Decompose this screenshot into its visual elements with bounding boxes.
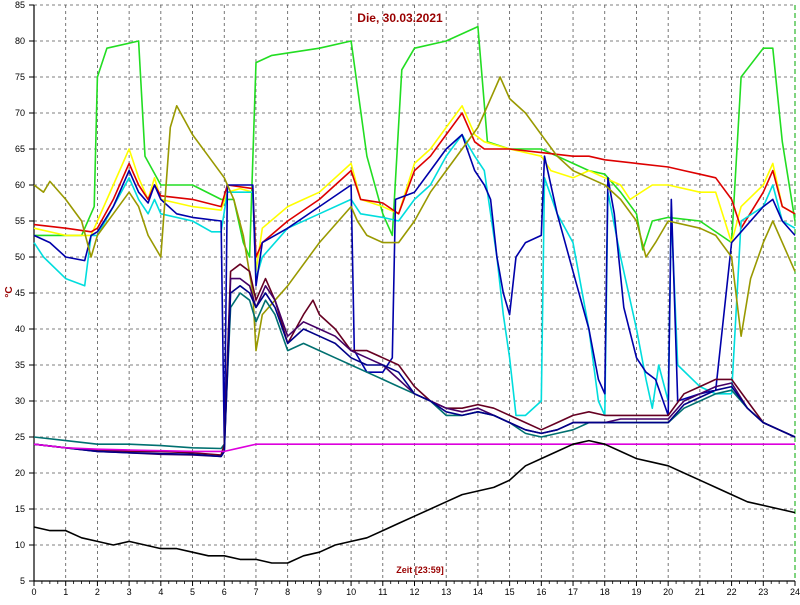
x-tick-label: 5 bbox=[190, 587, 195, 597]
y-axis-label: °C bbox=[4, 286, 15, 297]
series-line-12 bbox=[33, 439, 796, 564]
y-tick-label: 20 bbox=[15, 468, 25, 478]
chart-title: Die, 30.03.2021 bbox=[357, 11, 443, 25]
series-line-6 bbox=[33, 76, 796, 352]
x-tick-label: 19 bbox=[631, 587, 641, 597]
series-line-2 bbox=[33, 105, 796, 273]
x-axis-label: Zeit [23:59] bbox=[396, 565, 444, 575]
y-tick-label: 70 bbox=[15, 108, 25, 118]
x-tick-label: 17 bbox=[568, 587, 578, 597]
y-tick-label: 65 bbox=[15, 144, 25, 154]
x-tick-label: 0 bbox=[31, 587, 36, 597]
x-tick-label: 3 bbox=[127, 587, 132, 597]
x-tick-label: 18 bbox=[600, 587, 610, 597]
axes: 0 1 2 3 4 5 6 7 8 9 10 11 12 13 14 15 16 17 18 19 20 21 22 23 24… bbox=[15, 0, 800, 597]
y-tick-label: 80 bbox=[15, 36, 25, 46]
x-tick-label: 4 bbox=[158, 587, 163, 597]
series-line-5 bbox=[33, 133, 796, 445]
y-tick-label: 30 bbox=[15, 396, 25, 406]
x-tick-label: 8 bbox=[285, 587, 290, 597]
y-tick-label: 10 bbox=[15, 540, 25, 550]
series-line-11 bbox=[33, 443, 795, 453]
x-tick-label: 9 bbox=[317, 587, 322, 597]
x-tick-label: 13 bbox=[441, 587, 451, 597]
x-tick-label: 11 bbox=[378, 587, 387, 597]
y-tick-label: 25 bbox=[15, 432, 25, 442]
x-tick-label: 14 bbox=[473, 587, 483, 597]
x-tick-label: 15 bbox=[505, 587, 515, 597]
y-tick-label: 15 bbox=[15, 504, 25, 514]
grid bbox=[34, 4, 795, 581]
x-tick-label: 7 bbox=[253, 587, 258, 597]
x-tick-label: 21 bbox=[695, 587, 705, 597]
series-group bbox=[33, 25, 796, 564]
y-tick-label: 5 bbox=[20, 576, 25, 586]
series-line-10 bbox=[33, 285, 796, 458]
y-tick-label: 60 bbox=[15, 180, 25, 190]
y-tick-label: 45 bbox=[15, 288, 25, 298]
x-tick-label: 22 bbox=[727, 587, 737, 597]
x-tick-label: 20 bbox=[663, 587, 673, 597]
x-tick-label: 12 bbox=[409, 587, 419, 597]
y-tick-label: 40 bbox=[15, 324, 25, 334]
y-tick-label: 35 bbox=[15, 360, 25, 370]
x-tick-label: 2 bbox=[95, 587, 100, 597]
y-tick-label: 55 bbox=[15, 216, 25, 226]
x-tick-label: 10 bbox=[346, 587, 356, 597]
y-tick-label: 50 bbox=[15, 252, 25, 262]
x-tick-label: 24 bbox=[790, 587, 800, 597]
y-tick-label: 75 bbox=[15, 72, 25, 82]
y-tick-label: 85 bbox=[15, 0, 25, 10]
x-tick-label: 1 bbox=[63, 587, 68, 597]
series-line-3 bbox=[33, 112, 796, 258]
x-tick-label: 6 bbox=[222, 587, 227, 597]
x-tick-label: 23 bbox=[758, 587, 768, 597]
series-line-1 bbox=[34, 25, 796, 258]
x-tick-label: 16 bbox=[536, 587, 546, 597]
